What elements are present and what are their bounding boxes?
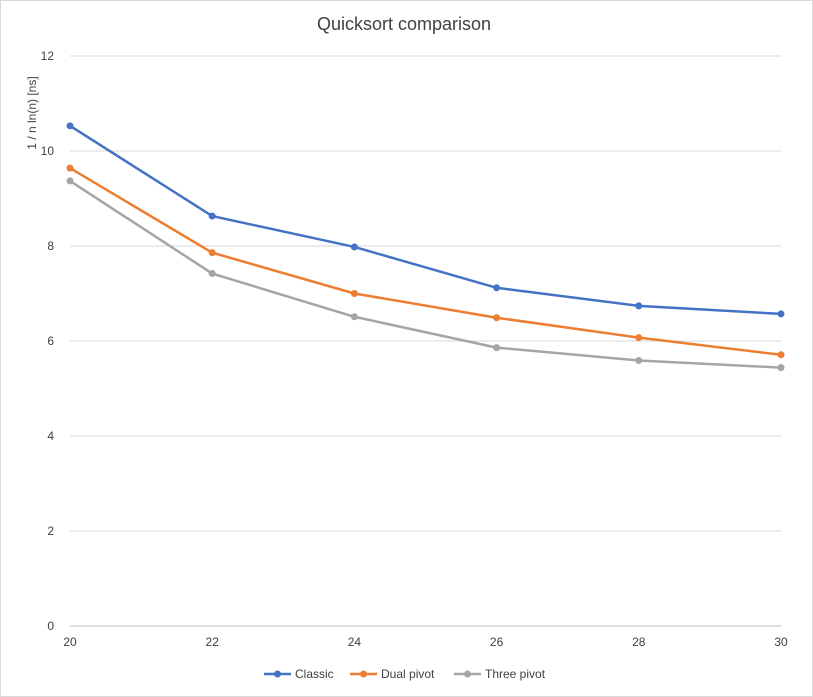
data-point	[777, 310, 785, 318]
x-tick-label: 30	[774, 635, 788, 649]
data-point	[208, 270, 216, 278]
legend-item: Dual pivot	[350, 667, 435, 681]
data-point	[635, 334, 643, 342]
data-point	[66, 177, 74, 185]
legend-item: Classic	[264, 667, 334, 681]
data-point	[66, 164, 74, 172]
data-point	[66, 122, 74, 130]
series-layer	[66, 122, 785, 372]
legend-swatch-marker	[360, 670, 367, 678]
data-point	[208, 249, 216, 257]
series-classic	[66, 122, 785, 318]
series-dual-pivot	[66, 164, 785, 359]
gridlines	[70, 55, 781, 532]
data-point	[635, 302, 643, 310]
y-tick-label: 0	[47, 619, 54, 633]
chart-title: Quicksort comparison	[317, 14, 491, 34]
data-point	[350, 243, 358, 251]
data-point	[777, 364, 785, 372]
data-point	[208, 212, 216, 220]
y-tick-label: 12	[41, 49, 55, 63]
legend-label: Three pivot	[485, 667, 546, 681]
y-tick-label: 4	[47, 429, 54, 443]
data-point	[493, 344, 501, 352]
legend: Classic Dual pivot Three pivot	[264, 667, 546, 681]
legend-swatch-marker	[274, 670, 281, 678]
series-line	[68, 124, 783, 316]
legend-label: Classic	[295, 667, 334, 681]
data-point	[350, 313, 358, 321]
y-tick-label: 2	[47, 524, 54, 538]
y-tick-label: 8	[47, 239, 54, 253]
x-tick-label: 20	[63, 635, 77, 649]
series-line	[68, 179, 783, 369]
series-line	[68, 166, 783, 357]
legend-swatch-marker	[464, 670, 471, 678]
data-point	[777, 351, 785, 359]
x-tick-label: 26	[490, 635, 504, 649]
legend-item: Three pivot	[454, 667, 546, 681]
data-point	[635, 356, 643, 364]
data-point	[493, 284, 501, 292]
y-tick-label: 10	[41, 144, 55, 158]
x-tick-label: 22	[206, 635, 220, 649]
data-point	[350, 290, 358, 297]
series-three-pivot	[66, 177, 785, 372]
legend-label: Dual pivot	[381, 667, 435, 681]
x-tick-label: 28	[632, 635, 646, 649]
x-tick-label: 24	[348, 635, 362, 649]
y-axis-label: 1 / n ln(n) [ns]	[25, 76, 39, 149]
data-point	[493, 314, 501, 322]
y-tick-label: 6	[47, 334, 54, 348]
